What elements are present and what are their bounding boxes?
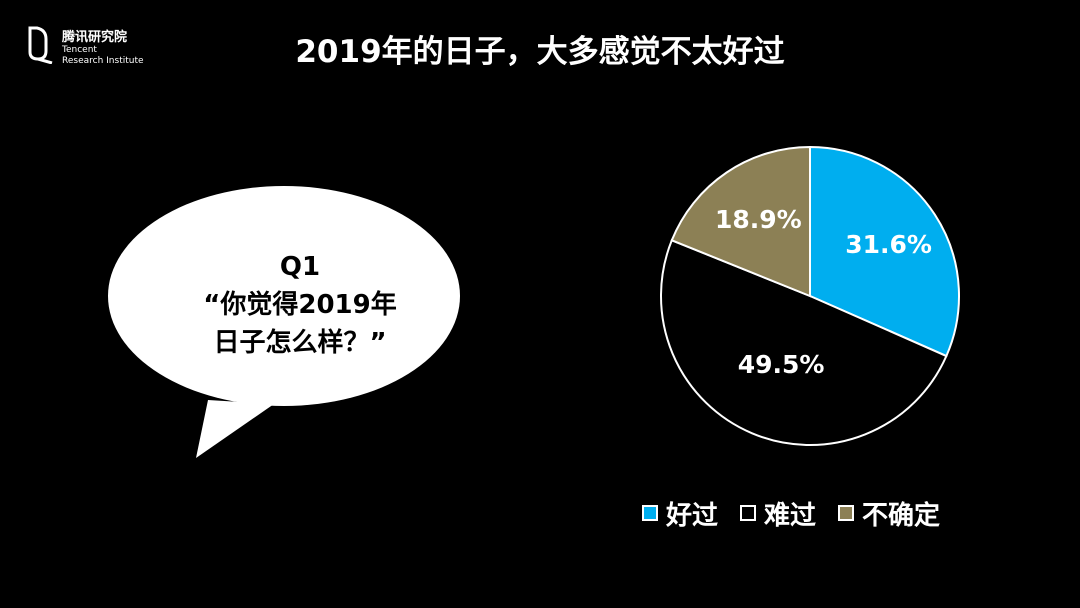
legend-item-2: 难过 — [740, 495, 816, 532]
pie-slice-1 — [809, 146, 960, 358]
question-line-1: Q1 — [279, 252, 321, 282]
pie-label-1: 31.6% — [845, 230, 932, 259]
logo-english-line1: Tencent — [62, 45, 97, 55]
pie-label-2: 49.5% — [738, 350, 825, 379]
pie-slice-2 — [660, 238, 948, 446]
legend-label-2: 难过 — [764, 500, 817, 531]
pie-chart: 31.6% 49.5% 18.9% — [660, 146, 960, 446]
legend-label-3: 不确定 — [862, 500, 941, 531]
pie-slice-3 — [670, 146, 811, 298]
question-line-3: 日子怎么样？” — [213, 328, 387, 358]
legend-item-3: 不确定 — [838, 495, 940, 532]
logo: 腾讯研究院 Tencent Research Institute — [20, 24, 170, 70]
speech-bubble — [108, 186, 460, 458]
legend-swatch-3 — [838, 505, 855, 521]
legend-label-1: 好过 — [666, 500, 719, 531]
legend-swatch-2 — [740, 505, 757, 521]
question-line-2: “你觉得2019年 — [203, 290, 397, 320]
question-text: Q1 “你觉得2019年 日子怎么样？” — [140, 248, 460, 362]
pie-label-3: 18.9% — [715, 205, 802, 234]
tencent-research-logo-icon — [28, 26, 53, 64]
logo-name: 腾讯研究院 — [62, 30, 128, 45]
logo-english-line2: Research Institute — [62, 56, 144, 66]
legend-swatch-1 — [642, 505, 658, 521]
legend-item-1: 好过 — [642, 495, 718, 532]
page-title: 2019年的日子，大多感觉不太好过 — [295, 34, 785, 70]
chart-legend: 好过 难过 不确定 — [642, 495, 962, 532]
